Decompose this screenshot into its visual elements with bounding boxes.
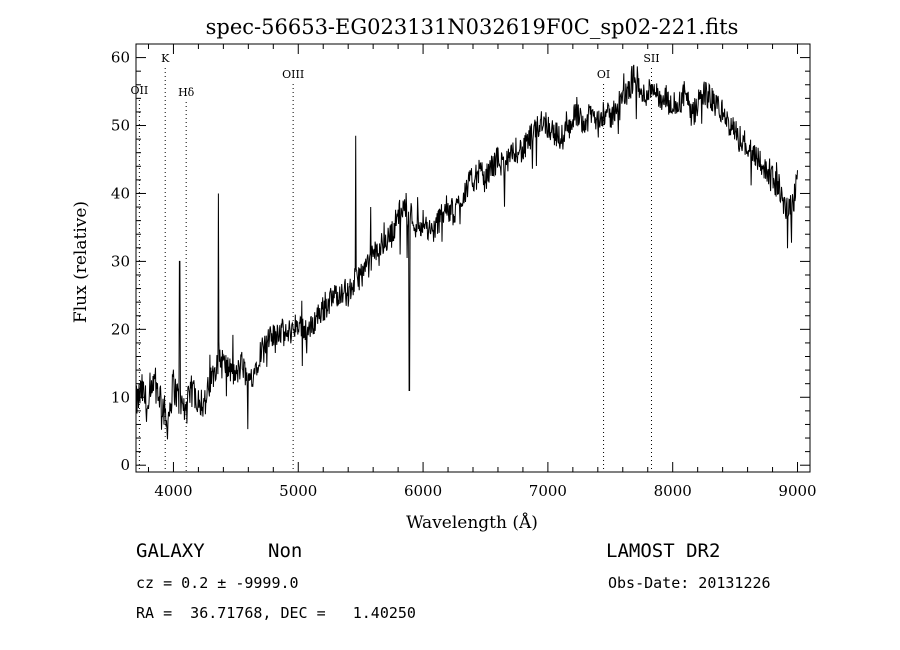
y-tick-label: 10 xyxy=(111,388,130,406)
ra-dec-coordinates: RA = 36.71768, DEC = 1.40250 xyxy=(136,604,416,622)
spectral-line-label: K xyxy=(161,52,170,65)
object-subclass: Non xyxy=(268,540,303,562)
y-tick-label: 60 xyxy=(111,49,130,67)
y-axis-label: Flux (relative) xyxy=(71,201,91,323)
spectral-line-label: SII xyxy=(643,52,659,65)
plot-frame xyxy=(135,43,811,473)
y-tick-label: 50 xyxy=(111,117,130,135)
x-tick-label: 4000 xyxy=(154,482,192,500)
observation-date: Obs-Date: 20131226 xyxy=(608,574,771,592)
y-tick-label: 40 xyxy=(111,184,130,202)
object-class: GALAXY xyxy=(136,540,205,562)
y-tick-label: 30 xyxy=(111,252,130,270)
x-tick-label: 6000 xyxy=(404,482,442,500)
x-tick-label: 8000 xyxy=(654,482,692,500)
chart-title: spec-56653-EG023131N032619F0C_sp02-221.f… xyxy=(206,15,739,39)
flux-series-line xyxy=(135,64,798,440)
x-tick-label: 9000 xyxy=(778,482,816,500)
spectral-line-label: OIII xyxy=(282,68,304,81)
axis-ticks: 4000 5000 6000 7000 8000 9000 0 10 20 30 40 50 60 xyxy=(111,44,817,500)
spectral-line-label: Hδ xyxy=(178,86,195,99)
x-axis-label: Wavelength (Å) xyxy=(406,512,538,533)
survey-name: LAMOST DR2 xyxy=(606,540,721,562)
redshift-cz: cz = 0.2 ± -9999.0 xyxy=(136,574,299,592)
x-tick-label: 5000 xyxy=(279,482,317,500)
y-tick-label: 20 xyxy=(111,320,130,338)
x-tick-label: 7000 xyxy=(529,482,567,500)
y-tick-label: 0 xyxy=(120,456,130,474)
spectral-line-label: OI xyxy=(597,68,610,81)
spectral-line-label: OII xyxy=(131,84,149,97)
